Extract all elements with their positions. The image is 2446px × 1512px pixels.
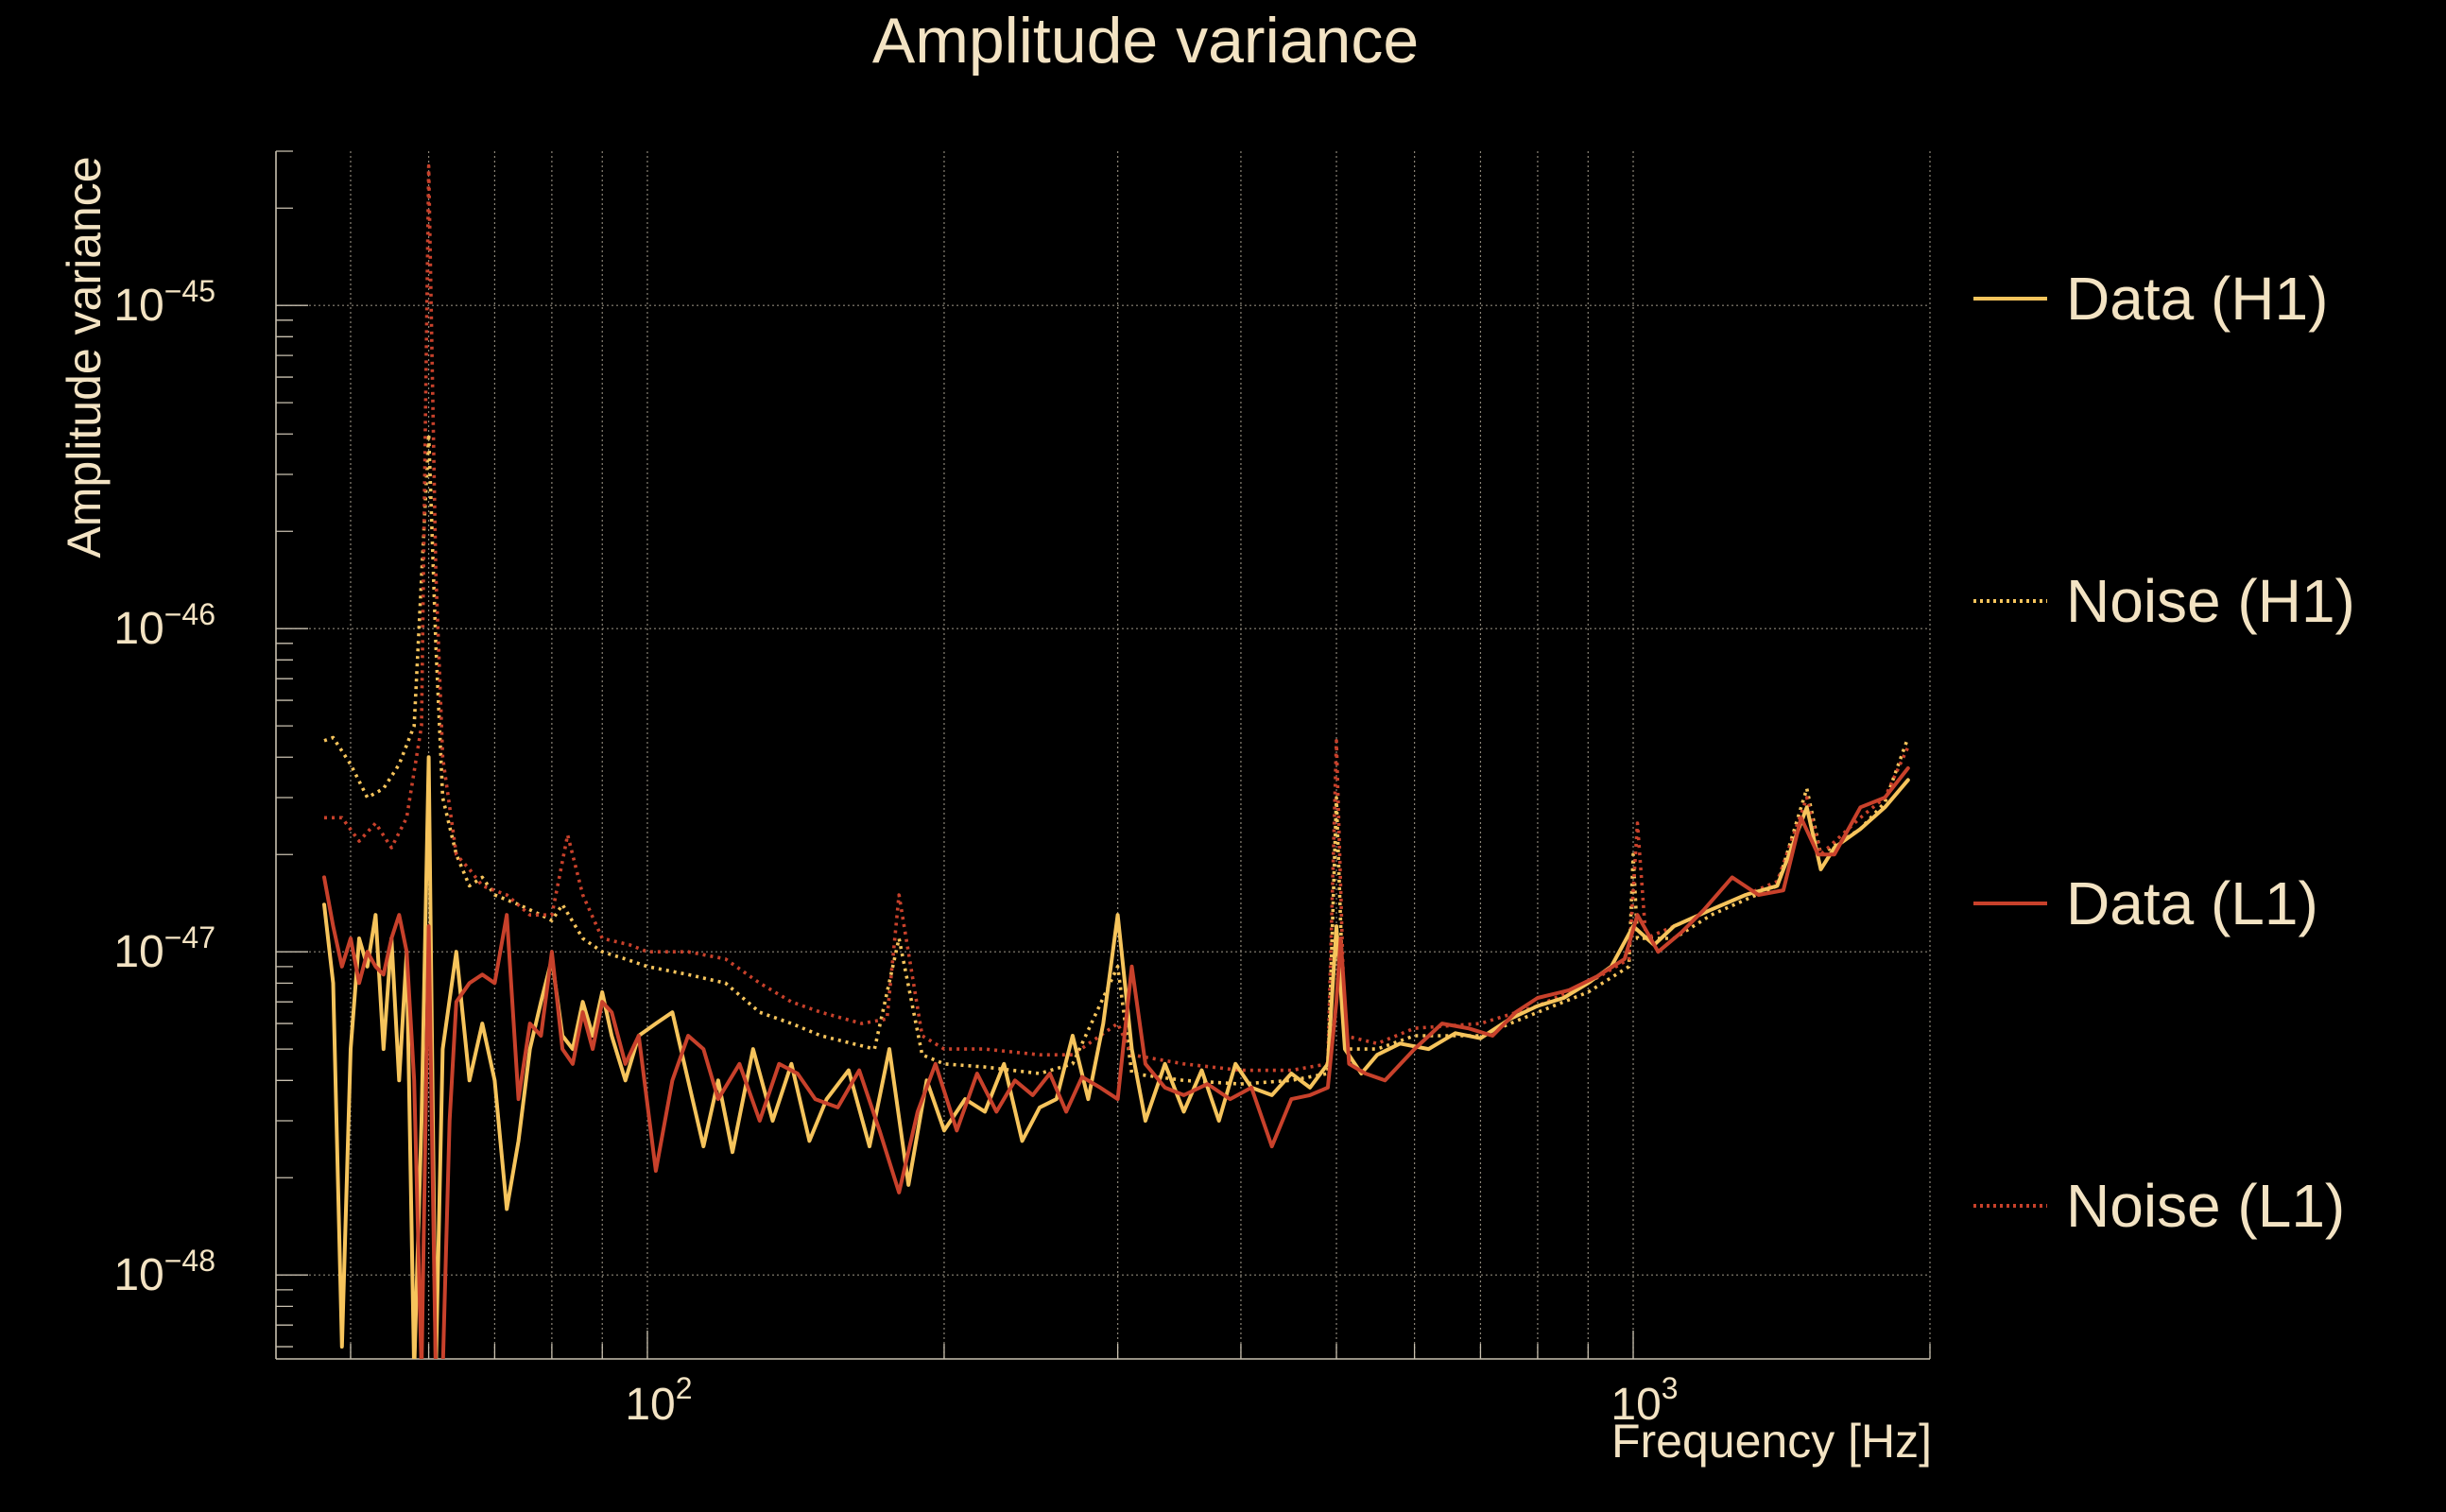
legend-label-data-h1: Data (H1) <box>2066 265 2328 333</box>
x-axis-label: Frequency [Hz] <box>1611 1415 1932 1468</box>
chart-title: Amplitude variance <box>872 5 1419 77</box>
grid-layer <box>276 151 1931 1359</box>
axis-layer: 10−45 10−46 10−47 10−48 102 103 <box>113 150 1931 1430</box>
legend-label-noise-l1: Noise (L1) <box>2066 1172 2345 1240</box>
series-line-noise-h1 <box>323 432 1910 1086</box>
series-line-data-l1 <box>322 765 1910 1359</box>
legend-label-noise-h1: Noise (H1) <box>2066 567 2355 635</box>
y-tick-label: 10−46 <box>113 597 215 654</box>
y-tick-label: 10−47 <box>113 920 215 977</box>
series-line-noise-l1 <box>324 163 1910 1073</box>
legend-label-data-l1: Data (L1) <box>2066 869 2318 937</box>
y-tick-label: 10−48 <box>113 1244 215 1300</box>
series-layer <box>322 163 1910 1359</box>
legend: Data (H1) Noise (H1) Data (L1) Noise (L1) <box>1973 265 2355 1240</box>
series-line-data-h1 <box>322 755 1910 1359</box>
y-axis-label: Amplitude variance <box>58 156 111 558</box>
y-tick-label: 10−45 <box>113 274 215 331</box>
x-tick-label: 103 <box>1611 1371 1678 1430</box>
x-tick-label: 102 <box>625 1371 692 1430</box>
